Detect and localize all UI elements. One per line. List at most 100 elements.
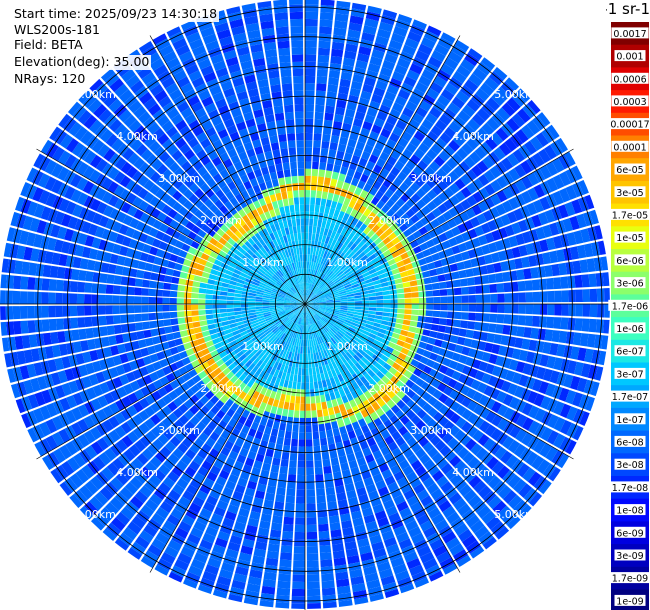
radar-gate — [200, 277, 209, 284]
radar-gate — [558, 262, 568, 276]
radar-gate — [115, 511, 131, 526]
radar-gate — [188, 354, 197, 363]
radar-gate — [413, 148, 425, 160]
radar-gate — [313, 240, 318, 249]
radar-gate — [438, 500, 452, 513]
radar-gate — [327, 501, 338, 510]
radar-gate — [235, 193, 244, 203]
radar-gate — [458, 242, 468, 253]
radar-gate — [319, 26, 332, 35]
radar-gate — [411, 459, 423, 471]
radar-gate — [380, 429, 391, 440]
radar-gate — [363, 431, 373, 441]
radar-gate — [300, 310, 303, 318]
radar-gate — [199, 193, 209, 204]
radar-gate — [282, 531, 294, 539]
radar-gate — [514, 164, 527, 178]
radar-gate — [248, 309, 256, 313]
radar-gate — [444, 486, 458, 499]
radar-gate — [490, 428, 503, 441]
radar-gate — [360, 268, 369, 275]
radar-gate — [401, 384, 411, 394]
radar-gate — [141, 296, 149, 304]
radar-gate — [39, 405, 51, 420]
radar-gate — [282, 523, 294, 532]
radar-gate — [306, 290, 310, 298]
radar-gate — [276, 253, 282, 261]
radar-gate — [486, 97, 501, 112]
radar-gate — [439, 311, 448, 318]
radar-gate — [315, 481, 325, 489]
radar-gate — [178, 50, 193, 63]
radar-gate — [382, 178, 393, 189]
radar-gate — [312, 269, 316, 277]
radar-gate — [311, 254, 315, 263]
radar-gate — [340, 301, 348, 304]
radar-gate — [350, 208, 358, 218]
radar-gate — [197, 584, 213, 596]
radar-gate — [413, 368, 423, 377]
radar-gate — [363, 217, 372, 226]
radar-gate — [522, 467, 536, 482]
radar-gate — [533, 393, 545, 407]
radar-gate — [54, 385, 66, 399]
radar-gate — [220, 312, 228, 318]
radar-gate — [305, 325, 307, 333]
radar-gate — [554, 304, 562, 316]
radar-gate — [256, 315, 265, 320]
radar-gate — [307, 317, 310, 326]
radar-gate — [281, 372, 287, 380]
radar-gate — [495, 272, 504, 283]
radar-gate — [98, 215, 109, 228]
radar-gate — [358, 205, 367, 214]
radar-gate — [189, 38, 204, 50]
radar-gate — [538, 278, 547, 290]
radar-gate — [267, 397, 275, 406]
radar-gate — [445, 468, 458, 481]
radar-gate — [481, 56, 497, 70]
radar-gate — [310, 284, 314, 291]
radar-gate — [246, 327, 255, 334]
radar-gate — [320, 372, 326, 381]
radar-gate — [431, 423, 443, 435]
radar-gate — [451, 245, 461, 255]
radar-gate — [296, 284, 300, 291]
radar-gate — [246, 211, 255, 221]
radar-gate — [172, 37, 188, 50]
radar-gate — [320, 343, 326, 351]
radar-gate — [285, 309, 292, 313]
radar-gate — [123, 448, 136, 462]
radar-gate — [538, 381, 549, 395]
radar-gate — [119, 286, 128, 295]
radar-gate — [436, 214, 447, 225]
radar-gate — [370, 233, 379, 242]
radar-gate — [246, 148, 256, 158]
radar-gate — [75, 469, 89, 484]
radar-gate — [379, 66, 393, 78]
radar-gate — [96, 437, 109, 451]
radar-gate — [495, 203, 507, 216]
radar-gate — [318, 530, 330, 539]
radar-gate — [262, 254, 269, 262]
radar-gate — [466, 99, 480, 112]
radar-gate — [286, 416, 294, 425]
radar-gate — [25, 427, 39, 444]
radar-gate — [481, 122, 495, 136]
radar-gate — [379, 324, 388, 330]
radar-gate — [497, 485, 512, 500]
radar-gate — [336, 99, 347, 109]
radar-gate — [338, 85, 350, 95]
radar-gate — [422, 402, 433, 413]
radar-gate — [284, 318, 290, 325]
radar-gate — [208, 133, 220, 144]
radar-gate — [474, 525, 489, 540]
radar-gate — [313, 323, 318, 330]
radar-gate — [132, 250, 142, 260]
radar-gate — [89, 426, 102, 440]
radar-gate — [103, 392, 115, 405]
radar-gate — [374, 510, 387, 521]
radar-gate — [395, 283, 404, 289]
radar-gate — [178, 249, 188, 258]
radar-gate — [504, 304, 512, 314]
radar-gate — [135, 322, 144, 331]
